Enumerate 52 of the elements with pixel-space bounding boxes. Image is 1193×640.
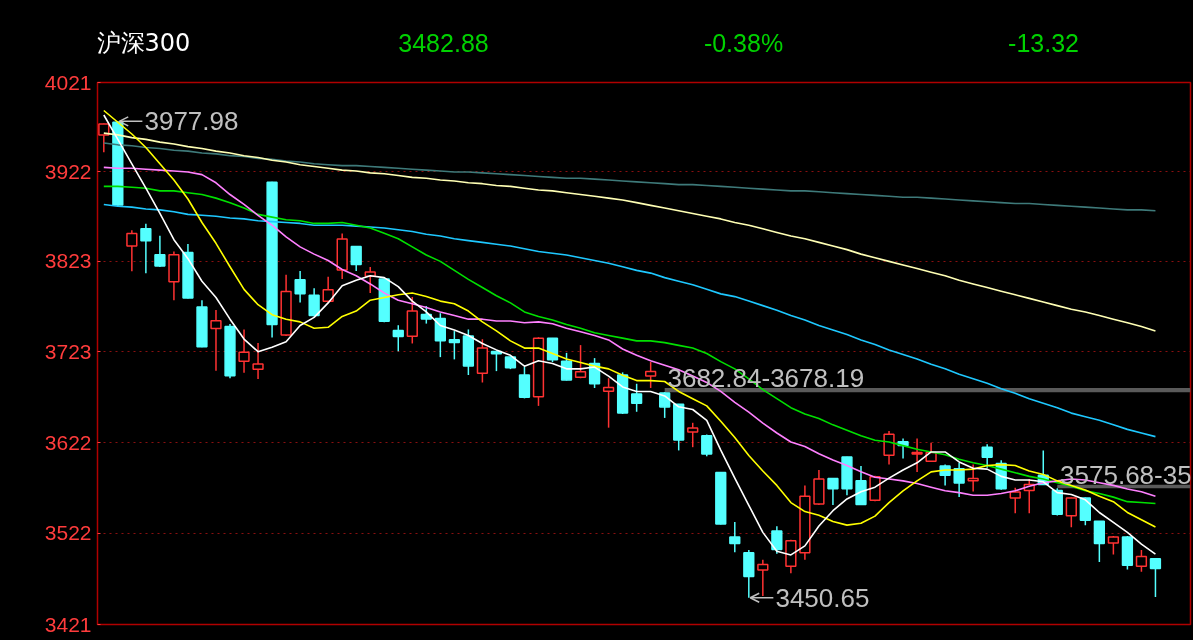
text: 3482.88 bbox=[398, 28, 489, 57]
candlestick bbox=[771, 525, 783, 555]
candlestick bbox=[1079, 496, 1091, 526]
candlestick bbox=[308, 287, 320, 318]
candlestick bbox=[546, 337, 559, 363]
candlestick bbox=[210, 309, 222, 372]
candlestick bbox=[602, 377, 615, 429]
candlestick bbox=[1051, 487, 1063, 517]
candlestick bbox=[1093, 520, 1106, 563]
candlestick bbox=[154, 235, 166, 268]
candlestick bbox=[238, 328, 250, 374]
y-tick-label: 3622 bbox=[44, 430, 92, 454]
y-tick-label: 3522 bbox=[44, 521, 92, 545]
candlestick bbox=[252, 342, 264, 380]
candlestick bbox=[645, 361, 657, 389]
annotation: 3450.65 bbox=[775, 582, 870, 613]
candlestick bbox=[687, 422, 699, 448]
y-tick-label: 3421 bbox=[44, 612, 92, 636]
text: -0.38% bbox=[703, 28, 784, 57]
candlestick bbox=[1065, 496, 1077, 528]
line-series bbox=[103, 203, 1157, 438]
candlestick bbox=[953, 462, 965, 498]
text: -13.32 bbox=[1008, 28, 1079, 57]
candlestick bbox=[1135, 549, 1148, 573]
line-series bbox=[103, 142, 1157, 212]
candlestick bbox=[294, 270, 306, 304]
candlestick bbox=[350, 245, 362, 272]
candlestick bbox=[98, 122, 110, 153]
candlestick bbox=[743, 549, 755, 599]
candlestick bbox=[883, 430, 895, 466]
candlestick bbox=[448, 330, 461, 361]
annotation: 3977.98 bbox=[144, 106, 239, 137]
candlestick bbox=[140, 223, 152, 274]
y-tick-label: 3823 bbox=[44, 249, 92, 273]
candlestick bbox=[981, 443, 993, 469]
candlestick bbox=[126, 229, 138, 273]
candlestick bbox=[1149, 557, 1162, 598]
y-tick-label: 4021 bbox=[44, 70, 92, 94]
candlestick bbox=[574, 344, 587, 379]
candlestick bbox=[1009, 487, 1021, 514]
candlestick bbox=[757, 558, 769, 597]
candlestick bbox=[518, 366, 531, 400]
candlestick bbox=[630, 383, 643, 413]
candlestick bbox=[729, 521, 741, 553]
y-tick-label: 3723 bbox=[44, 339, 92, 363]
candlestick bbox=[434, 312, 446, 358]
candlestick bbox=[827, 477, 839, 506]
y-tick-label: 3922 bbox=[44, 159, 92, 183]
candlestick bbox=[911, 437, 923, 473]
candlestick bbox=[392, 324, 404, 352]
chart-title: 沪深300 bbox=[96, 28, 191, 57]
candlestick bbox=[322, 276, 334, 304]
